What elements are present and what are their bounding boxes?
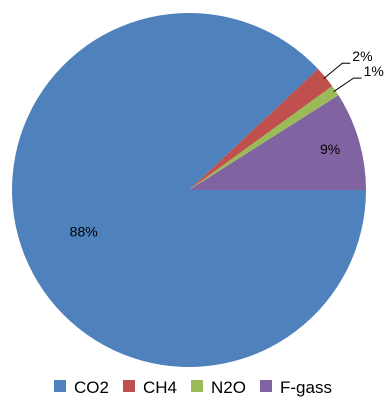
legend-swatch-co2 — [54, 380, 66, 392]
data-label-co2: 88% — [70, 224, 98, 240]
legend-label-n2o: N2O — [211, 378, 246, 397]
leader-lines — [323, 62, 362, 93]
legend-label-f-gass: F-gass — [280, 378, 332, 397]
legend-swatch-n2o — [191, 380, 203, 392]
leader-line-n2o — [333, 77, 362, 93]
data-labels: 9% 1%2% 88% — [70, 48, 384, 240]
legend-item-n2o: N2O — [191, 378, 246, 397]
data-label-ch4: 2% — [352, 48, 372, 64]
pie-slice-f-gass — [189, 95, 366, 190]
data-label-f-gass: 9% — [320, 141, 340, 157]
legend-item-co2: CO2 — [54, 378, 109, 397]
legend-swatch-ch4 — [123, 380, 135, 392]
legend-swatch-f-gass — [260, 380, 272, 392]
legend-label-co2: CO2 — [74, 378, 109, 397]
pie-slice-n2o — [189, 85, 339, 190]
legend-item-f-gass: F-gass — [260, 378, 332, 397]
pie-slice-co2 — [12, 13, 367, 368]
pie-slices — [12, 13, 367, 368]
leader-line-ch4 — [323, 62, 351, 79]
legend: CO2 CH4 N2O F-gass — [54, 378, 332, 397]
data-label-n2o: 1% — [364, 63, 384, 79]
legend-label-ch4: CH4 — [143, 378, 177, 397]
pie-slice-ch4 — [189, 68, 333, 190]
legend-item-ch4: CH4 — [123, 378, 177, 397]
